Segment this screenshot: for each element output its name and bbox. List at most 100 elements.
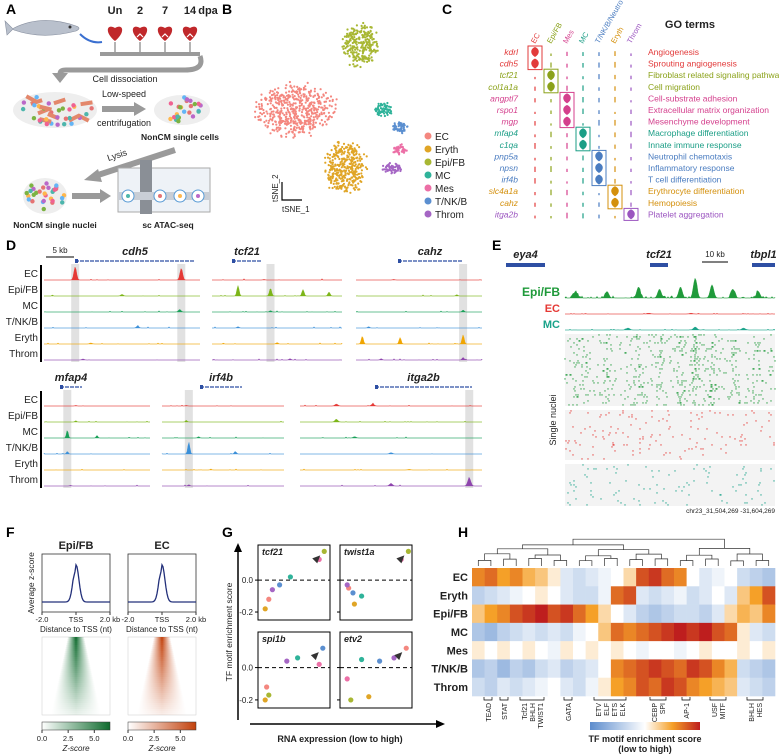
row-label: EC	[453, 572, 468, 584]
profile-line	[42, 562, 110, 603]
y-tick-label: -0.2	[239, 608, 253, 617]
heatmap-cell	[623, 586, 637, 605]
motif-group-label: ELF	[604, 703, 611, 716]
signal-track	[44, 430, 150, 439]
signal-track	[356, 326, 482, 329]
heatmap-cell	[560, 586, 574, 605]
cell	[21, 100, 27, 105]
heatmap-row	[138, 705, 186, 707]
cell	[31, 116, 37, 121]
heatmap-cell	[522, 641, 536, 660]
heatmap-row	[147, 663, 177, 665]
heatmap-cell	[699, 604, 713, 624]
violin	[563, 105, 571, 115]
cell	[30, 199, 35, 204]
heatmap-cell	[547, 568, 561, 587]
point	[391, 655, 397, 661]
plot-title: EC	[154, 540, 169, 552]
heatmap-cell	[484, 604, 498, 624]
heatmap-cell	[560, 677, 574, 697]
cluster-points	[381, 162, 403, 175]
cell	[190, 114, 196, 119]
gene-model	[752, 263, 775, 267]
heatmap-cell	[711, 677, 725, 697]
heatmap-row	[139, 701, 185, 703]
heatmap-cell	[648, 641, 662, 660]
heatmap-row	[140, 697, 184, 699]
row-label: MC	[451, 627, 468, 639]
heatmap-row	[57, 685, 95, 687]
violin	[547, 81, 555, 92]
heatmap-row	[150, 649, 174, 651]
violin	[595, 174, 603, 185]
heatmap-cell	[560, 622, 574, 642]
heatmap-cell	[560, 604, 574, 624]
violin	[627, 209, 635, 220]
gene-label: slc4a1a	[489, 186, 519, 196]
cell	[89, 106, 94, 111]
heatmap-row	[62, 661, 90, 663]
colorbar	[590, 722, 700, 730]
heatmap-cell	[497, 586, 511, 605]
gene-label: irf4b	[209, 372, 233, 384]
heatmap-cell	[509, 622, 523, 642]
heatmap-row	[151, 647, 173, 649]
signal-track	[43, 451, 150, 455]
cell	[196, 109, 201, 114]
heatmap-cell	[535, 586, 549, 605]
point	[264, 684, 270, 690]
legend-label: Mes	[435, 184, 454, 195]
signal-track	[212, 342, 343, 345]
point	[295, 655, 301, 661]
gene-label: angptl7	[490, 93, 518, 103]
column-header: EC	[529, 31, 542, 45]
arrow-head	[436, 720, 445, 728]
heatmap-cell	[484, 568, 498, 587]
heatmap-cell	[547, 604, 561, 624]
panel-label: H	[458, 524, 468, 540]
column-header: Eryth	[609, 25, 626, 45]
timepoint: 7	[162, 5, 168, 17]
heatmap-cell	[547, 677, 561, 697]
heatmap-cell	[648, 677, 662, 697]
heatmap-row	[141, 693, 183, 695]
heatmap-cell	[522, 604, 536, 624]
heatmap-row	[50, 713, 102, 715]
heatmap-cell	[762, 586, 776, 605]
signal-track	[44, 405, 150, 407]
y-tick-label: -0.2	[239, 696, 253, 705]
heatmap-cell	[610, 659, 624, 679]
x-tick-label: -2.0	[122, 615, 135, 624]
go-term: Mesenchyme development	[648, 117, 750, 127]
heatmap-cell	[686, 568, 700, 587]
heatmap-cell	[724, 604, 738, 624]
heatmap-row	[59, 675, 93, 677]
heart	[107, 26, 123, 41]
cardiomyocyte	[25, 94, 38, 104]
x-tick-label: -2.0	[36, 615, 49, 624]
violin	[595, 151, 603, 162]
cell	[56, 108, 62, 113]
cell	[52, 187, 57, 192]
cell-pool	[13, 92, 97, 128]
cell	[187, 110, 192, 115]
gene-model	[506, 263, 545, 267]
heatmap-row	[142, 687, 182, 689]
highlight	[63, 390, 72, 488]
heatmap-cell	[686, 622, 700, 642]
heatmap-row	[143, 681, 181, 683]
gene-label: pnp5a	[493, 151, 518, 161]
motif-group-label: TWIST1	[538, 703, 545, 729]
track-label: MC	[22, 301, 38, 312]
chip-channel	[140, 160, 152, 214]
cardiomyocyte	[53, 97, 66, 106]
step-label: Cell dissociation	[92, 74, 157, 84]
heatmap-cell	[509, 641, 523, 660]
gene-label: tbpl1	[750, 249, 776, 261]
legend-label: Throm	[435, 210, 464, 221]
panel-label: E	[492, 237, 501, 253]
group-bracket	[709, 697, 727, 701]
heatmap-row	[61, 665, 91, 667]
group-bracket	[649, 697, 667, 701]
